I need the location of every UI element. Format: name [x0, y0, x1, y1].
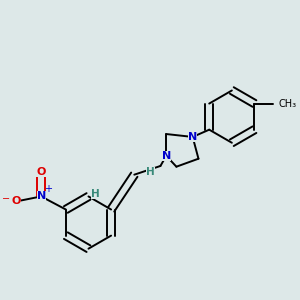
Text: CH₃: CH₃	[279, 99, 297, 109]
Text: −: −	[2, 194, 11, 204]
Text: N: N	[37, 191, 46, 201]
Text: N: N	[188, 132, 197, 142]
Text: H: H	[146, 167, 155, 177]
Text: N: N	[162, 151, 171, 161]
Text: O: O	[12, 196, 21, 206]
Text: H: H	[91, 188, 100, 199]
Text: +: +	[44, 184, 52, 194]
Text: O: O	[37, 167, 46, 177]
